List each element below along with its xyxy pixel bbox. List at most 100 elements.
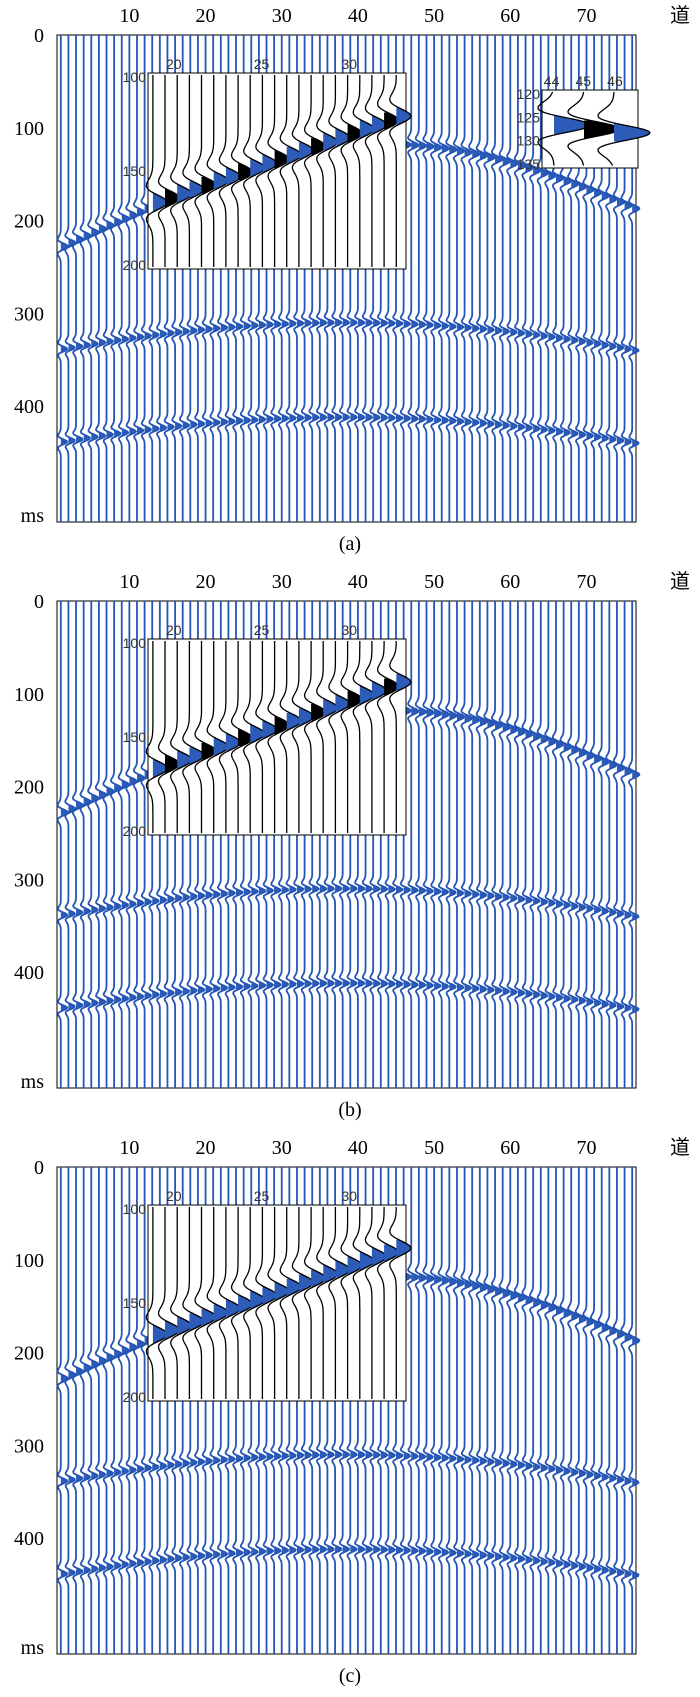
trace bbox=[64, 35, 77, 522]
panel-b: 20 25 30 100 150 200 10 20 30 40 50 60 70 道 0 100 200 300… bbox=[0, 566, 700, 1131]
inset-x-tick-label: 30 bbox=[341, 622, 357, 638]
x-axis-unit: 道 bbox=[670, 4, 690, 27]
trace bbox=[559, 1167, 573, 1654]
x-tick-label: 30 bbox=[272, 5, 292, 27]
trace bbox=[528, 35, 542, 522]
trace bbox=[429, 601, 443, 1088]
trace bbox=[56, 35, 70, 522]
trace bbox=[536, 35, 550, 522]
y-tick-label: 100 bbox=[14, 1250, 44, 1272]
trace bbox=[140, 601, 153, 1088]
trace bbox=[513, 35, 527, 522]
trace bbox=[140, 35, 153, 522]
trace bbox=[79, 35, 92, 522]
trace bbox=[475, 35, 488, 522]
inset-x-tick-label: 30 bbox=[341, 1188, 357, 1204]
y-axis-unit: ms bbox=[21, 1071, 45, 1093]
trace bbox=[513, 601, 527, 1088]
inset-x-tick-label: 20 bbox=[166, 622, 182, 638]
inset-y-tick-label: 150 bbox=[123, 1295, 147, 1311]
y-tick-label: 200 bbox=[14, 1343, 44, 1365]
trace bbox=[109, 601, 123, 1088]
trace bbox=[567, 1167, 580, 1654]
trace bbox=[460, 601, 473, 1088]
trace bbox=[414, 601, 427, 1088]
trace bbox=[125, 35, 138, 522]
inset-y-tick-label: 200 bbox=[123, 823, 147, 839]
panel-caption: (b) bbox=[338, 1099, 362, 1121]
trace bbox=[109, 1167, 123, 1654]
seismic-wiggle-plot-a: 20 25 30 100 150 200 44 45 46 120 125 130 135 10 20 30 4… bbox=[14, 4, 690, 527]
trace bbox=[445, 1167, 458, 1654]
y-tick-label: 100 bbox=[14, 118, 44, 140]
trace bbox=[528, 1167, 542, 1654]
trace bbox=[452, 35, 466, 522]
y-tick-label: 0 bbox=[34, 591, 44, 613]
trace bbox=[117, 1167, 131, 1654]
y-axis-unit: ms bbox=[21, 1637, 45, 1659]
trace bbox=[521, 35, 534, 522]
trace bbox=[64, 1167, 77, 1654]
trace bbox=[589, 601, 603, 1088]
trace bbox=[422, 35, 435, 522]
trace bbox=[620, 601, 633, 1088]
trace bbox=[437, 601, 450, 1088]
inset-x-tick-label: 46 bbox=[607, 73, 623, 89]
trace bbox=[567, 601, 580, 1088]
x-tick-label: 60 bbox=[500, 5, 520, 27]
y-axis-unit: ms bbox=[21, 505, 45, 527]
trace bbox=[132, 1167, 146, 1654]
trace bbox=[574, 601, 588, 1088]
x-tick-label: 10 bbox=[119, 571, 139, 593]
trace bbox=[620, 1167, 633, 1654]
trace bbox=[56, 1167, 70, 1654]
trace bbox=[536, 1167, 550, 1654]
trace bbox=[407, 35, 420, 522]
inset-x-tick-label: 20 bbox=[166, 56, 182, 72]
trace bbox=[460, 1167, 473, 1654]
trace bbox=[87, 35, 100, 522]
trace bbox=[468, 1167, 481, 1654]
plot-frame bbox=[56, 1166, 637, 1655]
trace bbox=[612, 1167, 626, 1654]
trace bbox=[102, 1167, 115, 1654]
trace bbox=[628, 1167, 641, 1654]
trace bbox=[445, 601, 458, 1088]
trace bbox=[574, 1167, 588, 1654]
x-tick-label: 30 bbox=[272, 1137, 292, 1159]
inset-y-tick-label: 150 bbox=[123, 163, 147, 179]
trace bbox=[140, 1167, 153, 1654]
trace bbox=[87, 601, 100, 1088]
trace bbox=[582, 601, 595, 1088]
trace bbox=[79, 1167, 92, 1654]
inset-y-tick-label: 135 bbox=[517, 156, 541, 172]
trace bbox=[117, 601, 131, 1088]
trace bbox=[490, 35, 504, 522]
x-tick-label: 40 bbox=[348, 1137, 368, 1159]
trace bbox=[528, 601, 542, 1088]
trace bbox=[87, 1167, 100, 1654]
panel-caption: (c) bbox=[338, 1665, 362, 1687]
inset-y-tick-label: 130 bbox=[517, 133, 541, 149]
panel-c: 20 25 30 100 150 200 10 20 30 40 50 60 70 道 0 100 200 300… bbox=[0, 1132, 700, 1697]
trace bbox=[605, 601, 618, 1088]
panel-caption: (a) bbox=[338, 533, 362, 555]
trace bbox=[483, 1167, 496, 1654]
x-tick-label: 50 bbox=[424, 1137, 444, 1159]
y-tick-label: 300 bbox=[14, 1435, 44, 1457]
x-axis-unit: 道 bbox=[670, 570, 690, 593]
trace bbox=[452, 1167, 466, 1654]
inset-x-tick-label: 45 bbox=[575, 73, 591, 89]
trace bbox=[445, 35, 458, 522]
trace bbox=[498, 601, 511, 1088]
trace bbox=[452, 601, 466, 1088]
trace bbox=[71, 35, 85, 522]
plot-frame bbox=[56, 34, 637, 523]
x-tick-label: 60 bbox=[500, 571, 520, 593]
trace bbox=[94, 35, 108, 522]
trace bbox=[483, 35, 496, 522]
inset-x-tick-label: 44 bbox=[544, 73, 560, 89]
inset-y-tick-label: 100 bbox=[123, 69, 147, 85]
trace bbox=[414, 1167, 427, 1654]
